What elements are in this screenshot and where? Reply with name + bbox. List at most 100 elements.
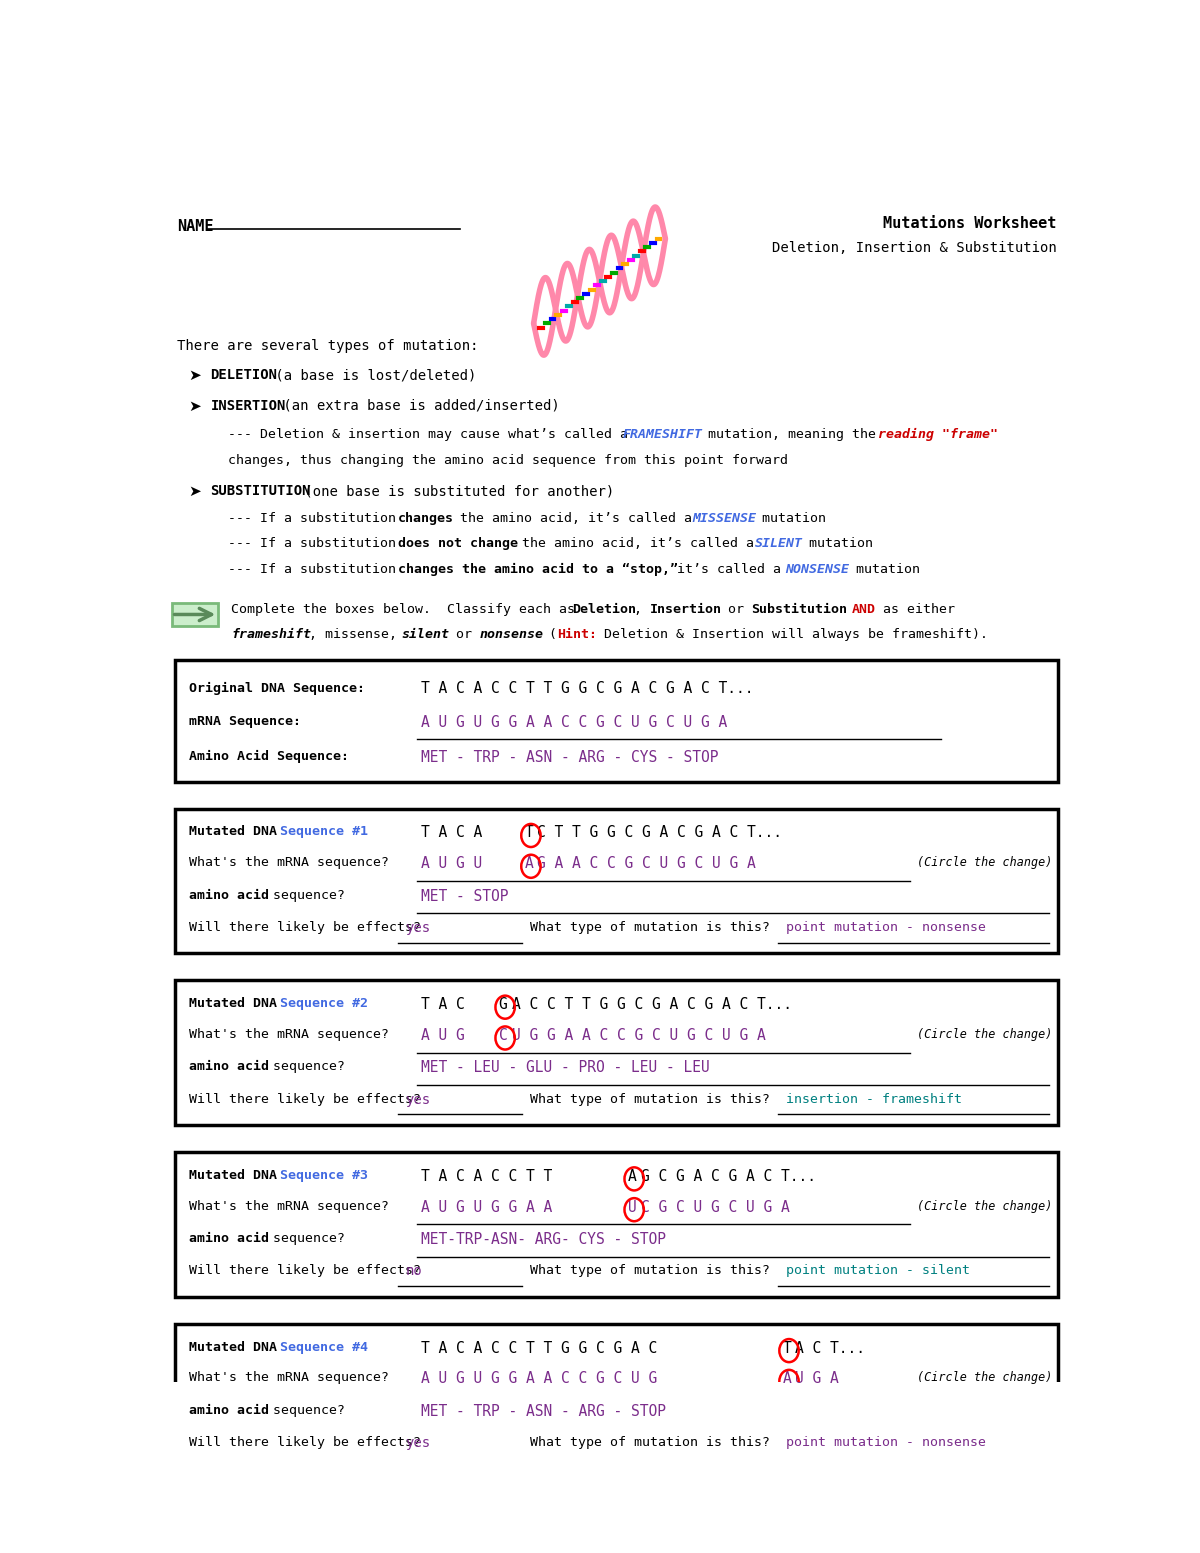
Text: Deletion & Insertion will always be frameshift).: Deletion & Insertion will always be fram…	[595, 627, 988, 640]
Text: DELETION: DELETION	[210, 368, 277, 382]
Text: MET - LEU - GLU - PRO - LEU - LEU: MET - LEU - GLU - PRO - LEU - LEU	[421, 1061, 710, 1075]
Text: T A C: T A C	[421, 997, 474, 1013]
Text: mutation: mutation	[755, 512, 827, 525]
Text: point mutation - silent: point mutation - silent	[786, 1264, 970, 1278]
Text: , missense,: , missense,	[308, 627, 404, 640]
Text: A: A	[524, 856, 533, 871]
Text: (Circle the change): (Circle the change)	[917, 856, 1052, 870]
Text: ➤: ➤	[188, 399, 202, 415]
Text: does not change: does not change	[398, 537, 518, 550]
Text: FRAMESHIFT: FRAMESHIFT	[623, 429, 703, 441]
Text: SILENT: SILENT	[755, 537, 803, 550]
Text: A U G: A U G	[421, 1028, 474, 1044]
Text: mutation, meaning the: mutation, meaning the	[701, 429, 884, 441]
Text: --- If a substitution: --- If a substitution	[228, 562, 403, 576]
Text: T: T	[524, 826, 533, 840]
Text: point mutation - nonsense: point mutation - nonsense	[786, 921, 985, 933]
Text: --- If a substitution: --- If a substitution	[228, 512, 403, 525]
Text: Mutated DNA: Mutated DNA	[188, 997, 284, 1009]
Text: What's the mRNA sequence?: What's the mRNA sequence?	[188, 1371, 389, 1384]
Text: A C C T T G G C G A C G A C T...: A C C T T G G C G A C G A C T...	[511, 997, 792, 1013]
Text: What type of mutation is this?: What type of mutation is this?	[529, 921, 769, 933]
FancyBboxPatch shape	[175, 1323, 1058, 1469]
Text: as either: as either	[875, 603, 955, 617]
Text: G: G	[499, 997, 508, 1013]
Text: point mutation - nonsense: point mutation - nonsense	[786, 1437, 985, 1449]
Text: SUBSTITUTION: SUBSTITUTION	[210, 485, 311, 499]
Text: Sequence #4: Sequence #4	[280, 1340, 368, 1354]
Text: (one base is substituted for another): (one base is substituted for another)	[296, 485, 614, 499]
Text: A C T...: A C T...	[796, 1340, 865, 1356]
Text: (Circle the change): (Circle the change)	[917, 1371, 1052, 1384]
Text: Amino Acid Sequence:: Amino Acid Sequence:	[188, 750, 349, 763]
Text: sequence?: sequence?	[265, 888, 344, 902]
FancyBboxPatch shape	[172, 603, 218, 626]
Text: mutation: mutation	[847, 562, 919, 576]
Text: U G G A A C C G C U G C U G A: U G G A A C C G C U G C U G A	[511, 1028, 766, 1044]
Text: Mutated DNA: Mutated DNA	[188, 826, 284, 839]
Text: (: (	[541, 627, 557, 640]
Text: Mutated DNA: Mutated DNA	[188, 1340, 284, 1354]
Text: nonsense: nonsense	[479, 627, 544, 640]
FancyBboxPatch shape	[175, 1152, 1058, 1297]
FancyBboxPatch shape	[175, 809, 1058, 954]
Text: What type of mutation is this?: What type of mutation is this?	[529, 1093, 769, 1106]
Text: Sequence #3: Sequence #3	[280, 1169, 368, 1182]
Text: (Circle the change): (Circle the change)	[917, 1028, 1052, 1041]
Text: C G C U G C U G A: C G C U G C U G A	[641, 1199, 790, 1214]
Text: T: T	[782, 1340, 791, 1356]
FancyArrowPatch shape	[174, 609, 211, 621]
Text: ,: ,	[635, 603, 650, 617]
Text: T A C A C C T T G G C G A C: T A C A C C T T G G C G A C	[421, 1340, 666, 1356]
Text: mutation: mutation	[802, 537, 874, 550]
Text: insertion - frameshift: insertion - frameshift	[786, 1093, 961, 1106]
Text: the amino acid, it’s called a: the amino acid, it’s called a	[515, 537, 762, 550]
Text: (Circle the change): (Circle the change)	[917, 1199, 1052, 1213]
Text: Mutations Worksheet: Mutations Worksheet	[883, 216, 1057, 230]
FancyBboxPatch shape	[175, 980, 1058, 1124]
Text: changes: changes	[398, 512, 454, 525]
Text: (an extra base is added/inserted): (an extra base is added/inserted)	[275, 399, 559, 413]
Text: What's the mRNA sequence?: What's the mRNA sequence?	[188, 1199, 389, 1213]
Text: Substitution: Substitution	[751, 603, 847, 617]
Text: Will there likely be effects?: Will there likely be effects?	[188, 1264, 421, 1278]
Text: Deletion: Deletion	[572, 603, 636, 617]
Text: Original DNA Sequence:: Original DNA Sequence:	[188, 682, 365, 694]
Text: Deletion, Insertion & Substitution: Deletion, Insertion & Substitution	[772, 241, 1057, 255]
Text: frameshift: frameshift	[232, 627, 311, 640]
Text: T A C A: T A C A	[421, 826, 491, 840]
Text: no: no	[406, 1264, 422, 1278]
Text: U: U	[628, 1199, 636, 1214]
Text: INSERTION: INSERTION	[210, 399, 286, 413]
Text: A U G U G G A A: A U G U G G A A	[421, 1199, 562, 1214]
Text: What's the mRNA sequence?: What's the mRNA sequence?	[188, 856, 389, 870]
Text: sequence?: sequence?	[265, 1232, 344, 1246]
Text: changes the amino acid to a “stop,”: changes the amino acid to a “stop,”	[398, 562, 678, 576]
Text: A: A	[628, 1169, 636, 1183]
Text: amino acid: amino acid	[188, 1061, 269, 1073]
Text: AND: AND	[851, 603, 875, 617]
Text: --- Deletion & insertion may cause what’s called a: --- Deletion & insertion may cause what’…	[228, 429, 636, 441]
Text: What type of mutation is this?: What type of mutation is this?	[529, 1264, 769, 1278]
Text: amino acid: amino acid	[188, 1404, 269, 1416]
Text: sequence?: sequence?	[265, 1061, 344, 1073]
Text: reading "frame": reading "frame"	[878, 429, 998, 441]
Text: amino acid: amino acid	[188, 888, 269, 902]
Text: NONSENSE: NONSENSE	[786, 562, 850, 576]
Text: or: or	[720, 603, 751, 617]
Text: yes: yes	[406, 921, 431, 935]
Text: U G A: U G A	[796, 1371, 839, 1387]
Text: amino acid: amino acid	[188, 1232, 269, 1246]
Text: Will there likely be effects?: Will there likely be effects?	[188, 1437, 421, 1449]
Text: What's the mRNA sequence?: What's the mRNA sequence?	[188, 1028, 389, 1041]
Text: Mutated DNA: Mutated DNA	[188, 1169, 284, 1182]
Text: changes, thus changing the amino acid sequence from this point forward: changes, thus changing the amino acid se…	[228, 453, 787, 466]
Text: Will there likely be effects?: Will there likely be effects?	[188, 921, 421, 933]
Text: A U G U: A U G U	[421, 856, 491, 871]
Text: (a base is lost/deleted): (a base is lost/deleted)	[268, 368, 476, 382]
Text: Sequence #1: Sequence #1	[280, 826, 368, 839]
Text: Hint:: Hint:	[557, 627, 596, 640]
Text: ➤: ➤	[188, 485, 202, 500]
Text: sequence?: sequence?	[265, 1404, 344, 1416]
Text: ➤: ➤	[188, 368, 202, 384]
